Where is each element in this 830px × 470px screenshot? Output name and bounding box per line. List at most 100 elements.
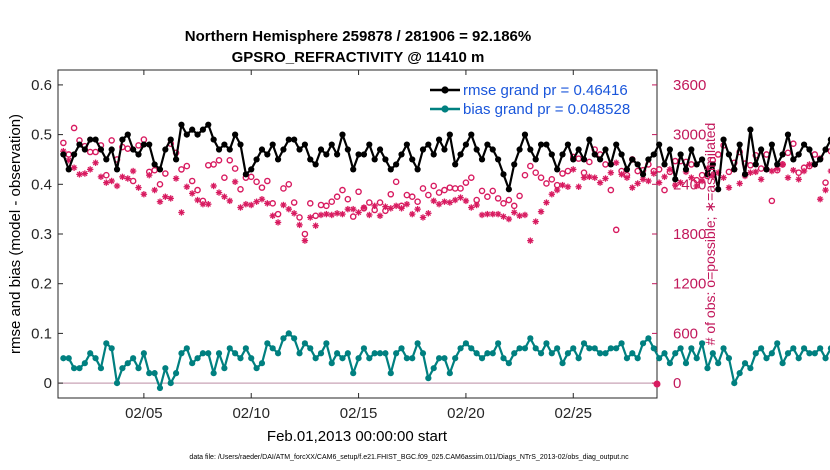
bias-point <box>543 340 550 347</box>
rmse-point <box>452 161 459 168</box>
rmse-point <box>532 156 539 163</box>
bias-point <box>554 345 561 352</box>
obs-assimilated-point <box>688 174 695 181</box>
asterisk-stroke <box>457 194 464 201</box>
obs-assimilated-point <box>312 222 319 229</box>
rmse-point <box>548 151 555 158</box>
asterisk-stroke <box>828 168 830 172</box>
bias-point <box>478 355 486 362</box>
bias-point <box>425 375 432 382</box>
obs-assimilated-point <box>473 201 480 209</box>
obs-assimilated-point <box>500 213 507 220</box>
rmse-point <box>656 141 663 148</box>
asterisk-stroke <box>404 201 410 207</box>
asterisk-stroke <box>98 174 104 180</box>
rmse-point <box>597 156 604 163</box>
rmse-point <box>97 146 105 153</box>
bias-point <box>790 345 797 352</box>
legend-rmse-marker <box>441 86 449 94</box>
bias-point <box>489 350 496 357</box>
bias-point <box>183 345 190 352</box>
asterisk-stroke <box>296 222 303 228</box>
obs-possible-point <box>655 166 663 173</box>
bias-point <box>140 350 147 357</box>
obs-assimilated-point <box>779 161 786 168</box>
bias-point <box>274 350 282 357</box>
obs-assimilated-point <box>398 205 405 212</box>
obs-possible-point <box>231 165 239 172</box>
bias-point <box>65 355 72 362</box>
obs-possible-point <box>457 185 464 192</box>
rmse-point <box>629 156 636 163</box>
rmse-point <box>189 126 196 133</box>
bias-point <box>194 355 201 362</box>
rmse-point <box>317 146 325 153</box>
obs-possible-point <box>376 199 384 206</box>
obs-assimilated-point <box>409 210 416 218</box>
obs-assimilated-point <box>607 169 615 176</box>
rmse-point <box>817 156 824 163</box>
bias-point <box>639 340 647 347</box>
rmse-point <box>602 146 609 153</box>
bias-point <box>817 345 824 352</box>
bias-point <box>189 360 196 367</box>
y-tick-left-label: 0 <box>44 375 52 392</box>
obs-possible-point <box>441 186 448 194</box>
rmse-point <box>387 166 394 173</box>
asterisk-stroke <box>205 201 211 207</box>
bias-point <box>462 340 470 347</box>
asterisk-stroke <box>345 206 351 212</box>
rmse-point <box>505 186 512 193</box>
rmse-point <box>108 146 115 153</box>
obs-assimilated-point <box>602 175 609 182</box>
obs-assimilated-point <box>570 166 577 173</box>
bias-point <box>355 355 362 362</box>
asterisk-stroke <box>828 171 830 174</box>
asterisk-stroke <box>248 202 254 208</box>
asterisk-stroke <box>366 212 373 218</box>
obs-assimilated-point <box>366 211 373 219</box>
asterisk-stroke <box>135 184 142 191</box>
obs-possible-point <box>366 199 373 206</box>
obs-assimilated-point <box>441 198 448 205</box>
obs-assimilated-point <box>720 174 727 181</box>
obs-assimilated-point <box>747 169 754 176</box>
rmse-point <box>784 131 792 138</box>
bias-point <box>167 379 174 387</box>
asterisk-stroke <box>436 201 442 207</box>
asterisk-stroke <box>473 202 480 208</box>
obs-assimilated-point <box>430 197 437 205</box>
rmse-point <box>65 166 72 173</box>
bias-point <box>87 350 94 357</box>
asterisk-stroke <box>661 174 668 180</box>
obs-possible-point <box>129 177 137 185</box>
obs-possible-point <box>484 193 491 201</box>
asterisk-stroke <box>538 208 544 215</box>
obs-assimilated-point <box>661 173 668 181</box>
obs-assimilated-point <box>532 218 539 225</box>
x-tick-label: 02/15 <box>340 405 378 422</box>
y-axis-left-label: rmse and bias (model - observation) <box>7 114 24 354</box>
rmse-point <box>800 141 808 148</box>
asterisk-stroke <box>790 167 797 173</box>
bias-point <box>328 360 335 367</box>
bias-point <box>92 355 99 362</box>
rmse-point <box>575 146 582 153</box>
obs-possible-point <box>548 176 556 183</box>
rmse-point <box>484 141 491 148</box>
bias-point <box>360 345 368 352</box>
bias-point <box>350 370 357 377</box>
bias-point <box>301 340 308 347</box>
obs-assimilated-point <box>285 205 292 213</box>
rmse-point <box>763 166 770 173</box>
bias-point <box>172 370 180 377</box>
obs-possible-point <box>188 177 196 185</box>
obs-assimilated-point <box>156 198 164 205</box>
rmse-point <box>312 161 319 168</box>
asterisk-stroke <box>382 203 389 210</box>
rmse-point <box>167 136 174 143</box>
bias-point <box>108 345 115 352</box>
asterisk-stroke <box>168 195 174 202</box>
obs-possible-point <box>790 140 797 148</box>
rmse-point <box>328 141 335 148</box>
